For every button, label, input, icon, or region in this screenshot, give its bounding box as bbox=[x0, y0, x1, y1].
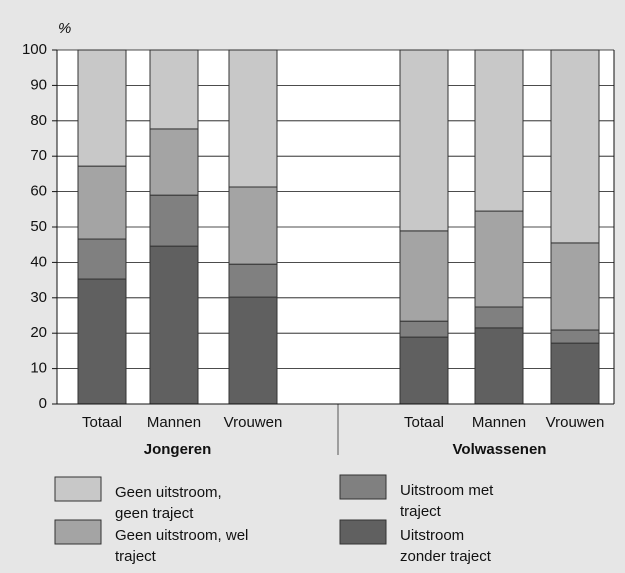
bar-segment bbox=[399, 230, 449, 322]
group-label: Jongeren bbox=[144, 441, 212, 458]
bar-segment bbox=[399, 320, 449, 338]
bar-segment bbox=[228, 296, 278, 405]
y-tick-label: 40 bbox=[30, 253, 47, 270]
legend-label: Geen uitstroom, geen traject bbox=[115, 484, 222, 522]
y-unit-label: % bbox=[58, 20, 71, 37]
legend-swatch bbox=[339, 474, 387, 500]
bar-segment bbox=[399, 336, 449, 405]
legend-label: Uitstroom zonder traject bbox=[400, 527, 491, 565]
bar-segment bbox=[228, 263, 278, 298]
bar-segment bbox=[77, 278, 127, 405]
y-tick-label: 0 bbox=[39, 395, 47, 412]
group-label: Volwassenen bbox=[453, 441, 547, 458]
bar-segment bbox=[474, 327, 524, 405]
bar-segment bbox=[77, 238, 127, 280]
bar-segment bbox=[149, 49, 199, 130]
bar-segment bbox=[149, 128, 199, 196]
bar-segment bbox=[474, 49, 524, 212]
bar-segment bbox=[550, 342, 600, 405]
x-tick-label: Vrouwen bbox=[546, 414, 605, 431]
legend-swatch bbox=[54, 519, 102, 545]
y-tick-label: 70 bbox=[30, 147, 47, 164]
y-tick-label: 20 bbox=[30, 324, 47, 341]
x-tick-label: Vrouwen bbox=[224, 414, 283, 431]
y-tick-label: 30 bbox=[30, 289, 47, 306]
bar-segment bbox=[149, 245, 199, 405]
bar-segment bbox=[474, 306, 524, 329]
bar-segment bbox=[550, 329, 600, 344]
y-tick-label: 100 bbox=[22, 41, 47, 58]
legend-swatch bbox=[54, 476, 102, 502]
x-tick-label: Totaal bbox=[404, 414, 444, 431]
x-tick-label: Mannen bbox=[147, 414, 201, 431]
bar-segment bbox=[228, 49, 278, 188]
bar-segment bbox=[474, 210, 524, 308]
y-tick-label: 10 bbox=[30, 360, 47, 377]
bar-segment bbox=[399, 49, 449, 232]
bar-segment bbox=[550, 242, 600, 331]
bar-segment bbox=[228, 186, 278, 265]
y-tick-label: 50 bbox=[30, 218, 47, 235]
bar-segment bbox=[77, 49, 127, 167]
bar-segment bbox=[550, 49, 600, 244]
legend-swatch bbox=[339, 519, 387, 545]
x-tick-label: Totaal bbox=[82, 414, 122, 431]
x-tick-label: Mannen bbox=[472, 414, 526, 431]
bar-segment bbox=[149, 194, 199, 247]
bar-segment bbox=[77, 165, 127, 240]
y-tick-label: 60 bbox=[30, 183, 47, 200]
legend-label: Geen uitstroom, wel traject bbox=[115, 527, 249, 565]
y-tick-label: 90 bbox=[30, 76, 47, 93]
y-tick-label: 80 bbox=[30, 112, 47, 129]
legend-label: Uitstroom met traject bbox=[400, 482, 494, 520]
